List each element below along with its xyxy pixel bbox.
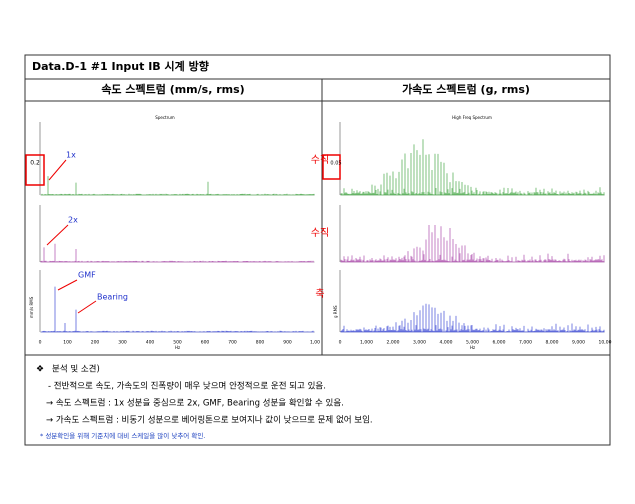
- spectrum-trace: [40, 243, 314, 263]
- x-tick-label: 900: [283, 340, 292, 346]
- notes-heading: 분석 및 소견): [52, 364, 100, 375]
- annotation: Bearing: [97, 293, 128, 302]
- arrow: [46, 224, 69, 246]
- x-tick-label: 4,000: [440, 340, 453, 346]
- x-tick-label: 700: [228, 340, 237, 346]
- note-line: → 가속도 스펙트럼 : 비동기 성분으로 베어링톤으로 보여지나 값이 낮으므…: [46, 415, 373, 426]
- spectrum-trace: [340, 225, 605, 263]
- x-unit: Hz: [175, 345, 180, 350]
- plot-caption: Spectrum: [155, 115, 174, 120]
- direction-label: 수직: [311, 154, 329, 166]
- y-label: 0.2: [30, 160, 40, 167]
- arrow: [48, 159, 67, 181]
- x-tick-label: 100: [63, 340, 72, 346]
- x-tick-label: 1,000: [360, 340, 373, 346]
- note-line: → 속도 스펙트럼 : 1x 성분을 중심으로 2x, GMF, Bearing…: [46, 398, 344, 409]
- x-tick-label: 0: [39, 340, 42, 346]
- x-tick-label: 6,000: [493, 340, 506, 346]
- direction-label: 수직: [311, 227, 329, 239]
- highlight-box: [322, 154, 341, 180]
- direction-label: 축: [315, 288, 324, 300]
- x-tick-label: 200: [91, 340, 100, 346]
- x-tick-label: 0: [339, 340, 342, 346]
- spectrum-trace: [340, 139, 605, 196]
- x-unit: Hz: [470, 345, 475, 350]
- plot-caption: High Freq Spectrum: [452, 115, 492, 120]
- x-tick-label: 9,000: [572, 340, 585, 346]
- spectrum-trace: [340, 303, 605, 333]
- y-unit: g RMS: [333, 305, 338, 318]
- x-tick-label: 300: [118, 340, 127, 346]
- x-tick-label: 7,000: [519, 340, 532, 346]
- annotation: 2x: [68, 216, 78, 225]
- x-tick-label: 1,00: [310, 340, 320, 346]
- annotation: GMF: [78, 271, 96, 280]
- x-tick-label: 400: [146, 340, 155, 346]
- frame: [24, 54, 611, 446]
- title: Data.D-1 #1 Input IB 시계 방향: [32, 59, 209, 73]
- x-tick-label: 500: [173, 340, 182, 346]
- note-line: - 전반적으로 속도, 가속도의 진폭량이 매우 낮으며 안정적으로 운전 되고…: [48, 381, 326, 392]
- x-tick-label: 2,000: [387, 340, 400, 346]
- y-label: 0.05: [330, 161, 341, 167]
- column-header: 가속도 스펙트럼 (g, rms): [402, 82, 530, 96]
- highlight-box: [25, 154, 45, 186]
- spectrum-trace: [40, 286, 315, 333]
- x-tick-label: 8,000: [546, 340, 559, 346]
- x-tick-label: 800: [256, 340, 265, 346]
- footnote: * 성분확인을 위해 기준치에 대비 스케일을 많이 낮추어 확인.: [40, 431, 205, 440]
- x-tick-label: 5,000: [466, 340, 479, 346]
- x-tick-label: 600: [201, 340, 210, 346]
- x-tick-label: 3,000: [413, 340, 426, 346]
- arrow: [57, 279, 78, 291]
- spectrum-trace: [41, 176, 315, 196]
- bullet: ❖: [36, 365, 44, 375]
- x-tick-label: 10,00: [599, 340, 612, 346]
- column-header: 속도 스펙트럼 (mm/s, rms): [101, 82, 244, 96]
- y-unit: mm/s RMS: [29, 296, 34, 318]
- arrow: [77, 300, 97, 314]
- annotation: 1x: [66, 151, 76, 160]
